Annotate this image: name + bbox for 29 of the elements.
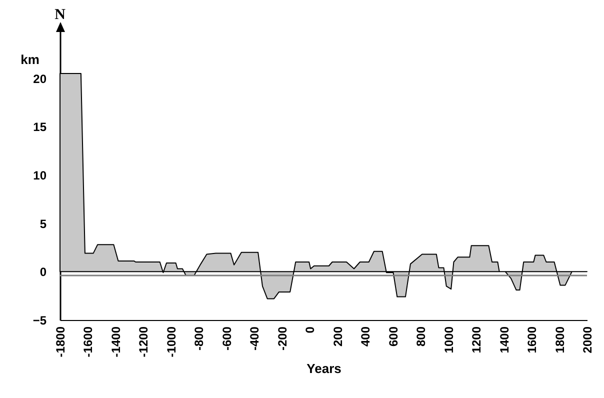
x-tick-label: -1200 — [136, 326, 151, 358]
x-tick-label: 800 — [414, 326, 428, 347]
y-axis-title: km — [20, 52, 40, 67]
y-tick-label: 5 — [40, 216, 47, 231]
x-tick-label: 1600 — [525, 326, 540, 354]
x-axis-title: Years — [306, 361, 342, 376]
text: N — [54, 7, 66, 23]
x-tick-label: -800 — [192, 326, 206, 351]
x-tick-label: -400 — [248, 326, 262, 351]
x-tick-label: -600 — [220, 326, 234, 351]
x-tick-label: -1000 — [164, 326, 178, 358]
x-tick-label: -1400 — [108, 326, 123, 358]
x-tick-label: 1000 — [442, 326, 456, 354]
y-tick-label: 10 — [33, 168, 47, 182]
y-tick-label: −5 — [32, 314, 47, 328]
x-tick-label: 200 — [330, 326, 345, 347]
x-tick-label: 400 — [358, 326, 373, 347]
x-tick-label: 600 — [386, 326, 400, 347]
x-tick-label: 1200 — [470, 326, 484, 354]
y-tick-label: 15 — [33, 120, 47, 134]
x-tick-label: 1800 — [552, 326, 567, 354]
x-tick-label: -1800 — [54, 326, 68, 358]
y-tick-label: 0 — [40, 265, 47, 280]
x-tick-label: -1600 — [81, 326, 96, 358]
x-tick-label: 2000 — [580, 326, 594, 354]
x-tick-label: -200 — [275, 326, 290, 351]
y-tick-label: 20 — [33, 72, 47, 86]
x-tick-label: 0 — [303, 326, 318, 334]
x-tick-label: 1400 — [497, 326, 512, 354]
